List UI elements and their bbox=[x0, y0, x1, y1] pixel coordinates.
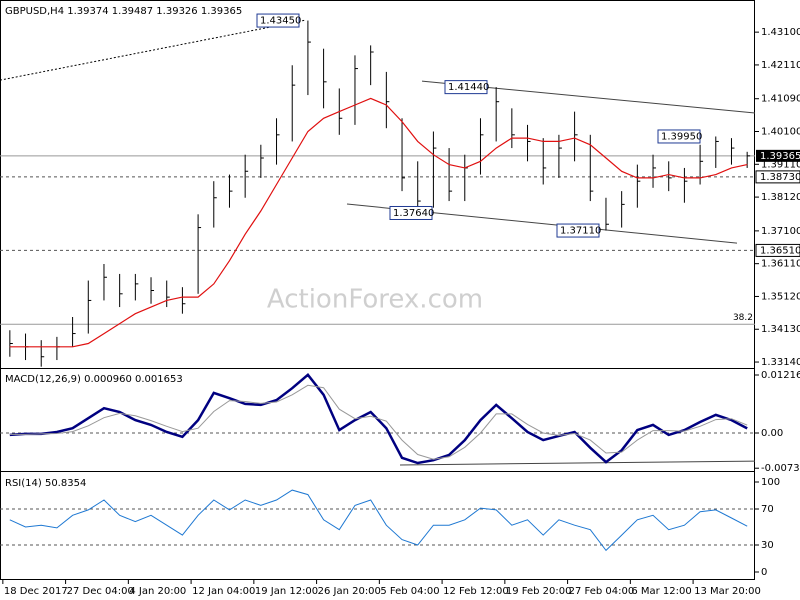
series-line bbox=[9, 373, 748, 465]
y-tick-label: 1.33140 bbox=[761, 357, 800, 368]
y-tick-label: 1.35120 bbox=[761, 291, 800, 302]
y-tick-label: 0 bbox=[761, 567, 767, 578]
y-tick-label: 1.40100 bbox=[761, 127, 800, 138]
level-label: 38.2 bbox=[733, 313, 753, 323]
y-tick-label: 1.42110 bbox=[761, 60, 800, 71]
y-tick-label: 0.00 bbox=[761, 428, 783, 439]
y-tick-label: 1.36110 bbox=[761, 259, 800, 270]
series-line bbox=[9, 489, 748, 552]
series-line bbox=[9, 97, 748, 348]
annotation-box bbox=[657, 129, 701, 144]
y-tick-label: 100 bbox=[761, 477, 780, 488]
annotation-label: 1.37640 bbox=[393, 208, 434, 219]
x-tick-label: 12 Jan 04:00 bbox=[192, 586, 255, 597]
plot-frame bbox=[0, 0, 755, 580]
y-tick-label: 1.34130 bbox=[761, 324, 800, 335]
annotation-box bbox=[256, 13, 300, 28]
y-tick-label: 1.39110 bbox=[761, 159, 800, 170]
x-tick-label: 4 Jan 20:00 bbox=[129, 586, 186, 597]
x-tick-label: 13 Mar 20:00 bbox=[694, 586, 761, 597]
x-tick-label: 19 Jan 12:00 bbox=[255, 586, 318, 597]
annotation-box bbox=[389, 205, 433, 220]
x-tick-label: 6 Mar 12:00 bbox=[631, 586, 691, 597]
panel-title: RSI(14) 50.8354 bbox=[5, 478, 86, 489]
annotation-label: 1.43450 bbox=[260, 16, 301, 27]
price-box bbox=[756, 149, 800, 162]
watermark: ActionForex.com bbox=[267, 285, 483, 315]
x-tick-label: 26 Jan 20:00 bbox=[318, 586, 381, 597]
y-tick-label: 70 bbox=[761, 504, 774, 515]
x-tick-label: 12 Feb 12:00 bbox=[443, 586, 509, 597]
trendline bbox=[399, 460, 756, 466]
y-tick-label: 30 bbox=[761, 540, 774, 551]
y-tick-label: 0.012164 bbox=[761, 370, 800, 381]
x-tick-label: 18 Dec 2017 bbox=[4, 586, 68, 597]
y-tick-label: 1.37100 bbox=[761, 226, 800, 237]
x-tick-label: 5 Feb 04:00 bbox=[380, 586, 439, 597]
series-line bbox=[9, 384, 748, 460]
x-tick-label: 19 Feb 20:00 bbox=[506, 586, 572, 597]
price-box bbox=[755, 170, 800, 184]
price-label: 1.36510 bbox=[760, 245, 800, 256]
price-label: 1.38730 bbox=[760, 172, 800, 183]
y-tick-label: 1.38120 bbox=[761, 192, 800, 203]
x-tick-label: 27 Dec 04:00 bbox=[67, 586, 134, 597]
price-box bbox=[755, 243, 800, 257]
y-tick-label: 1.41090 bbox=[761, 94, 800, 105]
annotation-box bbox=[556, 223, 600, 238]
panel-title: GBPUSD,H4 1.39374 1.39487 1.39326 1.3936… bbox=[5, 6, 242, 17]
trendline bbox=[0, 19, 306, 81]
x-tick-label: 27 Feb 04:00 bbox=[569, 586, 635, 597]
annotation-label: 1.39950 bbox=[661, 131, 702, 142]
annotation-label: 1.41440 bbox=[448, 82, 489, 93]
y-tick-label: -0.007384 bbox=[761, 463, 800, 474]
price-label: 1.39365 bbox=[760, 151, 800, 162]
annotation-label: 1.37110 bbox=[560, 226, 601, 237]
y-tick-label: 1.43100 bbox=[761, 27, 800, 38]
annotation-box bbox=[444, 80, 488, 95]
panel-title: MACD(12,26,9) 0.000960 0.001653 bbox=[5, 374, 183, 385]
